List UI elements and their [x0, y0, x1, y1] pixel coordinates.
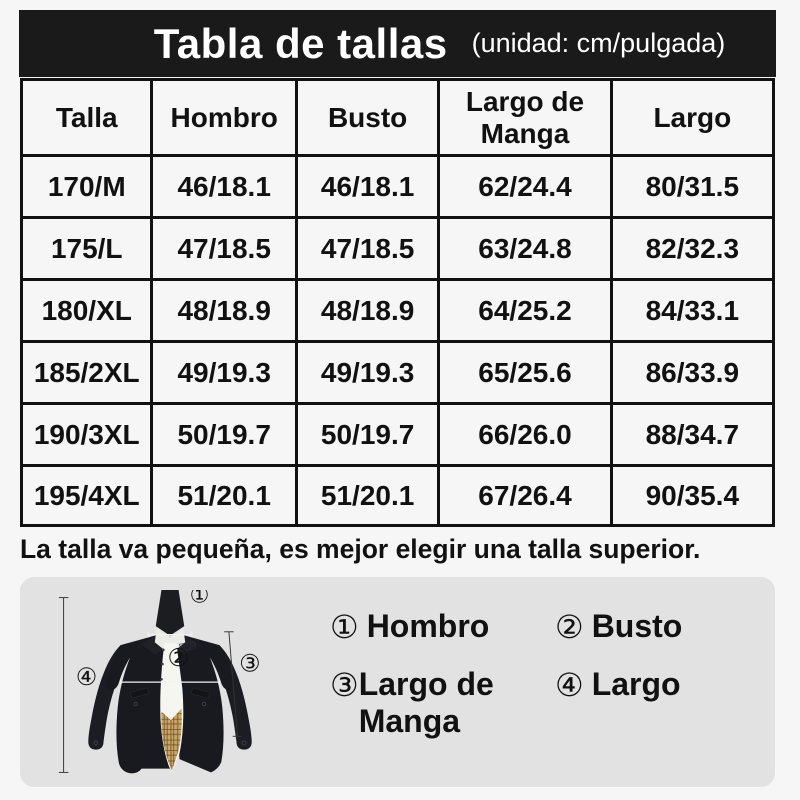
svg-text:①: ① [190, 590, 210, 607]
svg-text:④: ④ [76, 664, 97, 691]
svg-text:③: ③ [239, 651, 260, 678]
svg-text:②: ② [167, 645, 189, 672]
